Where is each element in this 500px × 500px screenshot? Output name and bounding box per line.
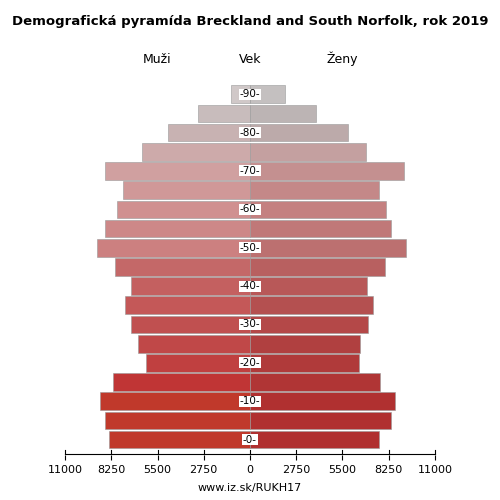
- Bar: [168, 124, 250, 142]
- Text: -60-: -60-: [240, 204, 260, 214]
- Bar: [250, 220, 392, 238]
- Bar: [100, 392, 250, 410]
- Bar: [123, 182, 250, 199]
- Text: Muži: Muži: [143, 53, 172, 66]
- Bar: [250, 373, 380, 391]
- Bar: [250, 412, 392, 430]
- Text: -10-: -10-: [240, 396, 260, 406]
- Bar: [138, 335, 250, 352]
- Bar: [117, 200, 250, 218]
- Bar: [108, 431, 250, 448]
- Bar: [250, 296, 373, 314]
- Bar: [250, 392, 394, 410]
- Bar: [250, 239, 406, 256]
- Bar: [198, 104, 250, 122]
- Text: -70-: -70-: [240, 166, 260, 176]
- Bar: [250, 182, 378, 199]
- Bar: [124, 296, 250, 314]
- Text: -20-: -20-: [240, 358, 260, 368]
- Bar: [250, 162, 404, 180]
- Bar: [250, 316, 368, 334]
- Bar: [232, 86, 250, 103]
- Bar: [130, 316, 250, 334]
- Bar: [250, 258, 386, 276]
- Text: Demografická pyramída Breckland and South Norfolk, rok 2019: Demografická pyramída Breckland and Sout…: [12, 15, 488, 28]
- Bar: [250, 124, 348, 142]
- Bar: [250, 143, 366, 160]
- Bar: [250, 278, 367, 295]
- Text: Ženy: Ženy: [327, 52, 358, 66]
- Bar: [114, 258, 250, 276]
- Text: -50-: -50-: [240, 242, 260, 252]
- Text: Vek: Vek: [239, 53, 261, 66]
- Bar: [250, 354, 360, 372]
- Bar: [104, 220, 250, 238]
- Bar: [250, 86, 286, 103]
- Text: -0-: -0-: [243, 434, 257, 444]
- Bar: [146, 354, 250, 372]
- Bar: [104, 412, 250, 430]
- Text: -90-: -90-: [240, 89, 260, 99]
- Bar: [250, 104, 316, 122]
- Bar: [250, 335, 360, 352]
- Bar: [132, 278, 250, 295]
- Text: -80-: -80-: [240, 128, 260, 138]
- Text: -30-: -30-: [240, 320, 260, 330]
- Bar: [113, 373, 250, 391]
- Text: -40-: -40-: [240, 281, 260, 291]
- Bar: [250, 431, 380, 448]
- Bar: [104, 162, 250, 180]
- Text: www.iz.sk/RUKH17: www.iz.sk/RUKH17: [198, 482, 302, 492]
- Bar: [250, 200, 386, 218]
- Bar: [142, 143, 250, 160]
- Bar: [97, 239, 250, 256]
